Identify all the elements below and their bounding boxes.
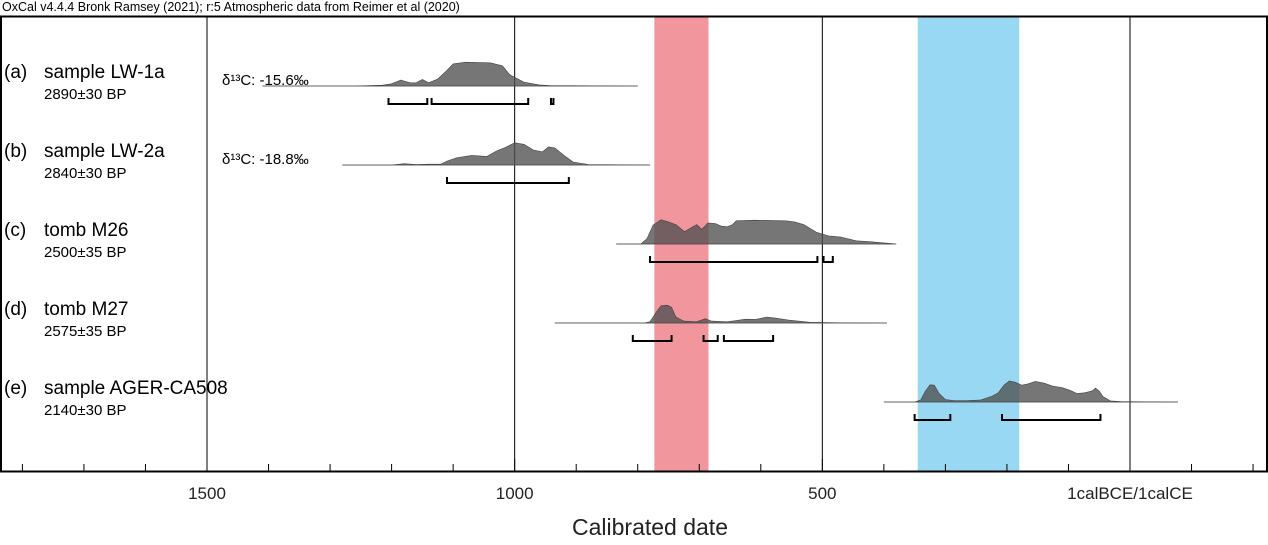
range-bracket-1 <box>445 177 570 184</box>
tick-label-1500: 1500 <box>188 484 226 503</box>
series-4: (d) tomb M27 2575±35 BP <box>4 299 887 342</box>
series-tag: (e) <box>4 378 27 399</box>
series-5: (e) sample AGER-CA508 2140±30 BP <box>4 378 1179 421</box>
tick-label-1000: 1000 <box>496 484 534 503</box>
series-tag: (a) <box>4 62 27 83</box>
series-date: 2575±35 BP <box>44 323 126 340</box>
probability-distribution <box>554 304 887 324</box>
range-bracket-2 <box>1001 414 1102 421</box>
probability-distribution <box>883 380 1179 403</box>
range-bracket-1 <box>387 98 429 105</box>
x-axis-label: Calibrated date <box>572 514 728 540</box>
probability-distribution <box>616 219 897 245</box>
range-bracket-1 <box>649 256 819 263</box>
series-name: tomb M26 <box>44 220 128 241</box>
series-date: 2500±35 BP <box>44 244 126 261</box>
range-bracket-3 <box>549 98 555 105</box>
shaded-band-2 <box>917 17 1020 471</box>
series-name: sample AGER-CA508 <box>44 378 228 399</box>
isotope-note: δ¹³C: -15.6‰ <box>222 72 309 89</box>
x-axis: 1500 1000 500 1calBCE/1calCE <box>21 459 1254 503</box>
range-bracket-1 <box>631 335 673 342</box>
range-bracket-1 <box>913 414 952 421</box>
range-bracket-2 <box>430 98 530 105</box>
series-1: (a) sample LW-1a 2890±30 BP δ¹³C: -15.6‰ <box>4 61 638 105</box>
series-date: 2140±30 BP <box>44 402 126 419</box>
plot-frame <box>0 15 1268 473</box>
range-bracket-3 <box>722 335 775 342</box>
series-name: sample LW-1a <box>44 62 165 83</box>
header-credit: OxCal v4.4.4 Bronk Ramsey (2021); r:5 At… <box>2 0 460 14</box>
range-bracket-2 <box>702 335 719 342</box>
series-name: sample LW-2a <box>44 141 165 162</box>
probability-distribution <box>342 142 651 166</box>
series-date: 2840±30 BP <box>44 165 126 182</box>
isotope-note: δ¹³C: -18.8‰ <box>222 151 309 168</box>
series-3: (c) tomb M26 2500±35 BP <box>4 219 897 263</box>
tick-label-500: 500 <box>808 484 836 503</box>
range-bracket-2 <box>822 256 834 263</box>
series-name: tomb M27 <box>44 299 128 320</box>
series-2: (b) sample LW-2a 2840±30 BP δ¹³C: -18.8‰ <box>4 141 651 184</box>
probability-distribution <box>262 61 638 87</box>
series-tag: (b) <box>4 141 27 162</box>
series-date: 2890±30 BP <box>44 86 126 103</box>
tick-label-0: 1calBCE/1calCE <box>1067 484 1193 503</box>
series-tag: (c) <box>4 220 26 241</box>
series-layer: (a) sample LW-1a 2890±30 BP δ¹³C: -15.6‰ (b)… <box>4 61 1179 421</box>
series-tag: (d) <box>4 299 27 320</box>
